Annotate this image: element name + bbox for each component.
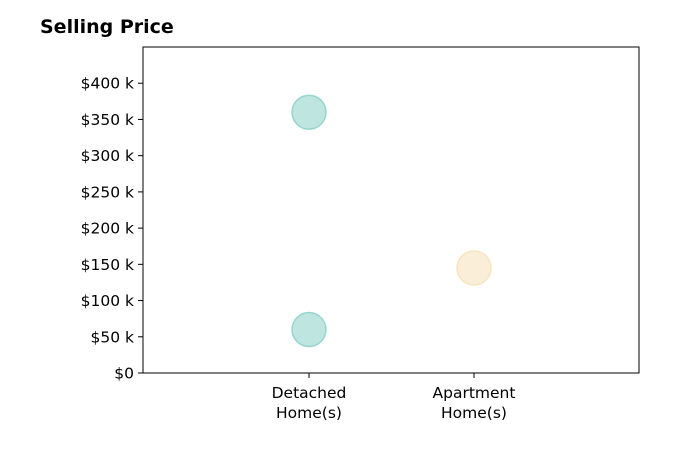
x-tick-label: Detached	[272, 384, 347, 402]
data-point	[291, 311, 327, 348]
data-point	[291, 94, 327, 130]
y-tick-label: $50 k	[91, 328, 135, 346]
y-tick-label: $250 k	[81, 183, 134, 201]
x-tick-label: Home(s)	[276, 404, 342, 422]
y-tick-label: $300 k	[81, 147, 134, 165]
y-tick-label: $100 k	[81, 292, 134, 310]
y-tick-label: $400 k	[81, 75, 134, 93]
data-point	[456, 250, 492, 286]
y-tick-label: $200 k	[81, 220, 134, 238]
y-tick-label: $150 k	[81, 256, 134, 274]
plot-frame	[142, 46, 640, 374]
x-tick-label: Home(s)	[441, 404, 507, 422]
data-points	[291, 94, 492, 348]
y-axis: $0 $50 k $100 k $150 k $200 k $250 k $300 k $35…	[81, 75, 143, 383]
chart-title: Selling Price	[40, 16, 174, 38]
x-tick-label: Apartment	[433, 384, 516, 402]
y-tick-label: $0	[114, 365, 134, 383]
y-tick-label: $350 k	[81, 111, 134, 129]
x-axis: Detached Home(s) Apartment Home(s)	[272, 373, 516, 422]
